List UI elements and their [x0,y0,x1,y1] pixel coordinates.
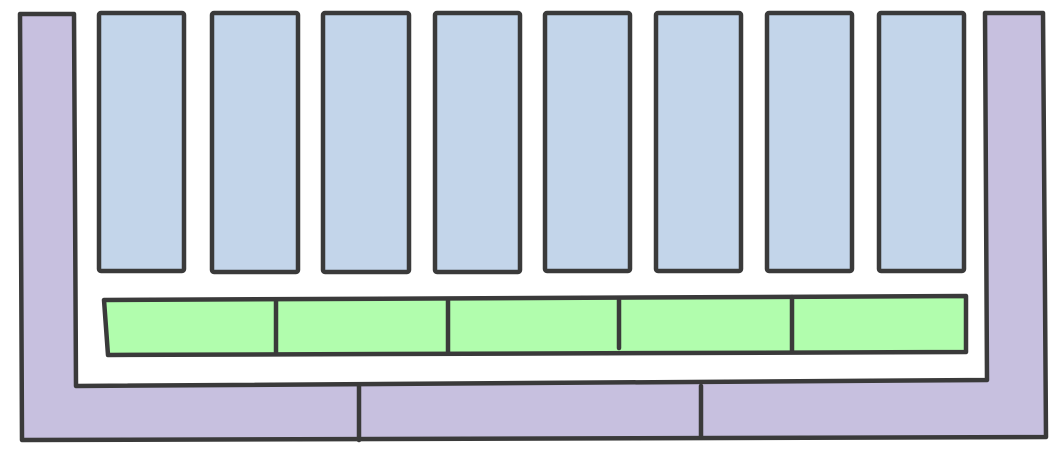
green-band [101,293,969,358]
column-1 [96,10,187,274]
frame-group [17,10,1049,443]
columns-group [96,10,967,275]
column-2 [209,10,301,275]
column-7 [764,10,855,274]
column-6 [653,10,744,274]
column-3 [320,10,412,275]
column-5 [542,10,633,274]
u-frame [17,10,1049,443]
column-4 [432,10,523,275]
column-8 [876,10,967,274]
band-group [101,293,969,358]
